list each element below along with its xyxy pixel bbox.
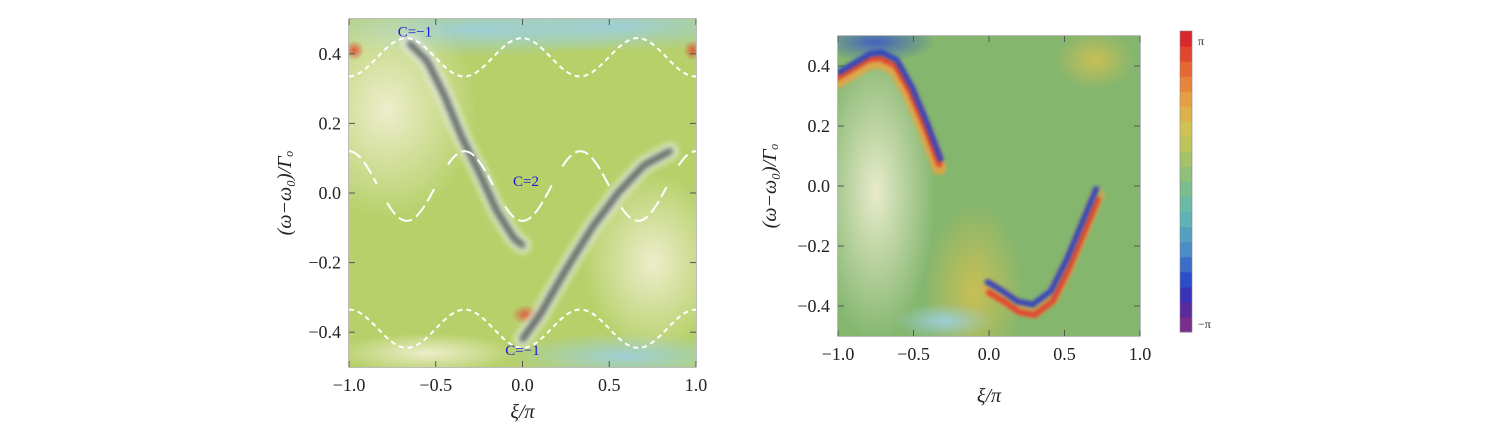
colorbar-cell: [1180, 241, 1192, 258]
left-panel: −1.0 −0.5 0.0 0.5 1.00.40.20.0−0.2−0.4 C=−1 …: [274, 18, 707, 423]
colorbar-cell: [1180, 271, 1192, 288]
colorbar-cell: [1180, 61, 1192, 77]
teal-glow-top-right: [447, 19, 696, 52]
right-heatmap: [838, 36, 1140, 336]
right-x-tick-label: 0.0: [978, 344, 1001, 364]
middle-band-segment-2: [386, 185, 437, 222]
phase-colorbar: π −π: [1179, 30, 1211, 333]
left-ticks: −1.0 −0.5 0.0 0.5 1.0 0.4 0.2 0.0 −0.2 −0.4: [308, 19, 707, 395]
right-upper-feature-red: [838, 54, 943, 168]
cream-glow-left: [349, 19, 478, 220]
colorbar-cell: [1180, 91, 1192, 107]
right-x-tick-label: 1.0: [1129, 344, 1152, 364]
middle-band-segment-4: [504, 184, 553, 222]
right-glow-yellow-top: [1054, 36, 1135, 90]
colorbar-cell: [1180, 31, 1192, 47]
left-dashed-bands: [349, 37, 696, 349]
right-lower-feature-red: [986, 196, 1101, 319]
right-x-tick-label: −0.5: [897, 344, 930, 364]
left-x-axis-label: ξ/π: [510, 401, 535, 423]
colorbar-cell: [1180, 166, 1192, 182]
colorbar-cell: [1180, 196, 1192, 213]
left-x-tick-label: −0.5: [419, 375, 452, 395]
colorbar-cell: [1180, 76, 1192, 92]
colorbar-cell: [1180, 121, 1192, 137]
colorbar-cell: [1180, 226, 1192, 243]
right-y-tick-label: −0.4: [797, 296, 830, 316]
right-y-tick-label: 0.0: [808, 176, 831, 196]
middle-band-segment-1: [349, 150, 378, 185]
right-y-tick-label: −0.2: [797, 236, 830, 256]
right-glow-teal-bottom: [893, 303, 994, 336]
colorbar-cell: [1180, 316, 1192, 333]
middle-band-segment-3: [447, 150, 494, 186]
middle-band-segment-5: [561, 150, 611, 187]
right-panel: −1.0 −0.5 0.0 0.5 1.0 0.4 0.2 0.0 −0.2 −0.4 ξ/π (…: [759, 35, 1151, 407]
colorbar-cell: [1180, 256, 1192, 273]
colorbar-frame: [1179, 30, 1193, 333]
left-y-tick-label: 0.2: [319, 113, 342, 133]
colorbar-cell: [1180, 106, 1192, 122]
middle-band-segment-6: [620, 186, 668, 222]
left-heatmap: [349, 19, 696, 367]
left-y-tick-label: −0.2: [308, 253, 341, 273]
annotation-middle-chern: C=2: [513, 174, 539, 190]
left-x-tick-label: 0.5: [598, 375, 621, 395]
colorbar-cell: [1180, 286, 1192, 303]
colorbar-cell: [1180, 211, 1192, 228]
colorbar-cell: [1180, 151, 1192, 167]
left-y-tick-label: −0.4: [308, 322, 341, 342]
cream-glow-right: [582, 172, 696, 353]
left-y-tick-label: 0.0: [319, 183, 342, 203]
left-x-tick-label: 1.0: [685, 375, 708, 395]
edge-ridge-right-dark: [519, 147, 674, 343]
right-x-tick-label: −1.0: [822, 344, 855, 364]
colorbar-cell: [1180, 301, 1192, 318]
right-x-tick-label: 0.5: [1053, 344, 1076, 364]
colorbar-cell: [1180, 136, 1192, 152]
left-x-tick-label: 0.0: [511, 375, 534, 395]
colorbar-cell: [1180, 46, 1192, 62]
right-y-tick-label: 0.4: [808, 56, 831, 76]
colorbar-cell: [1180, 181, 1192, 198]
red-spot-right: [683, 40, 696, 61]
right-glow-yellow-bottom: [923, 201, 1024, 336]
colorbar-min-label: −π: [1198, 317, 1211, 331]
left-y-axis-label: (ω−ω₀)/Γₒ: [274, 150, 296, 235]
right-y-axis-label: (ω−ω₀)/Γₒ: [759, 143, 781, 228]
right-x-axis-label: ξ/π: [977, 385, 1002, 407]
colorbar-max-label: π: [1198, 34, 1204, 48]
right-lower-feature-blue: [984, 186, 1100, 308]
cream-glow-bottom: [349, 333, 518, 367]
annotation-lower-chern: C=−1: [505, 343, 539, 359]
edge-ridge-left-dark: [406, 39, 526, 249]
right-y-tick-label: 0.2: [808, 116, 831, 136]
right-upper-feature-blue: [838, 49, 944, 162]
red-spot-left: [349, 40, 365, 61]
left-x-tick-label: −1.0: [333, 375, 366, 395]
right-glow-left: [838, 42, 936, 336]
right-ticks: −1.0 −0.5 0.0 0.5 1.0 0.4 0.2 0.0 −0.2 −0.4: [797, 36, 1151, 364]
middle-band-segment-7: [677, 150, 696, 167]
left-y-tick-label: 0.4: [319, 44, 342, 64]
annotation-upper-chern: C=−1: [398, 24, 432, 40]
